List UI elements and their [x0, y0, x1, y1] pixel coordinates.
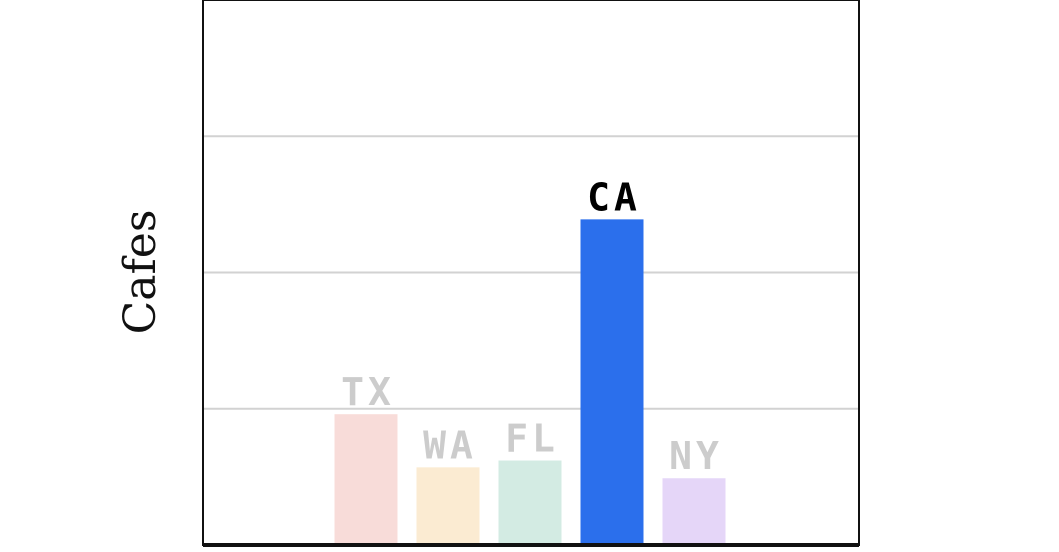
bar-label-wa: WA [423, 423, 477, 467]
bar-tx [334, 414, 398, 545]
bar-label-ny: NY [669, 434, 723, 478]
bar-ca [580, 219, 644, 546]
bar-labels: TX WA FL CA NY [341, 175, 723, 478]
bars [334, 219, 726, 546]
bar-wa [416, 467, 480, 545]
bar-fl [498, 460, 562, 545]
bar-label-fl: FL [505, 417, 559, 461]
y-axis-label: Cafes [115, 210, 166, 335]
gridlines [203, 135, 859, 410]
bar-label-tx: TX [341, 370, 395, 414]
bar-ny [662, 478, 726, 545]
bar-label-ca: CA [587, 175, 641, 219]
